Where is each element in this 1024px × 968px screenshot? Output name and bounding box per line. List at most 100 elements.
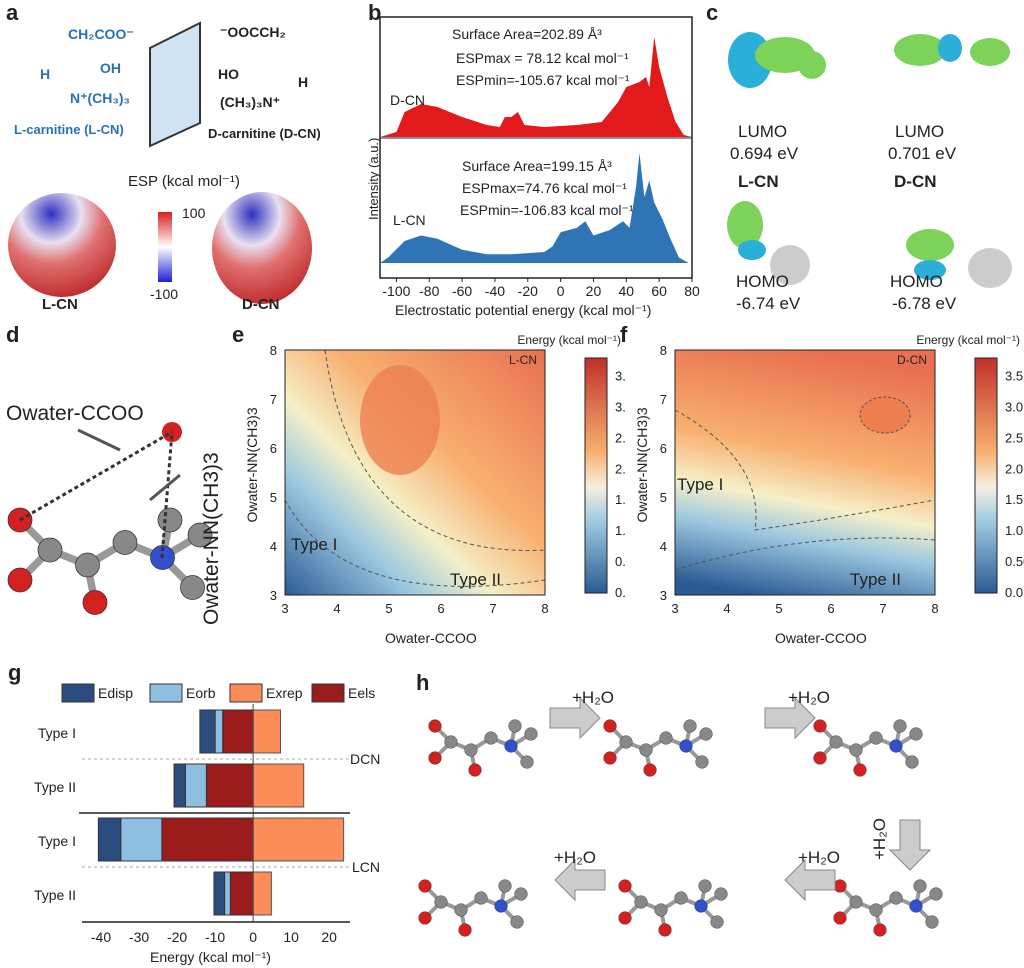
x-tick-label: 10 <box>283 929 299 945</box>
plot-frame <box>379 16 693 279</box>
bar-Edisp <box>213 871 226 916</box>
atom <box>508 719 522 733</box>
x-tick-label: 7 <box>489 601 496 616</box>
atom <box>889 739 903 753</box>
bar-Eorb <box>224 871 231 916</box>
b-ylabel: Intensity (a.u.) <box>366 137 381 220</box>
y-tick-label: 5 <box>660 490 667 505</box>
atom <box>514 887 528 901</box>
l-lumo-energy: 0.694 eV <box>730 144 799 163</box>
esp-surfaces <box>8 192 312 304</box>
x-tick-label: 4 <box>333 601 340 616</box>
plot-frame <box>674 349 936 596</box>
esp-title: ESP (kcal mol⁻¹) <box>128 173 240 190</box>
x-tick-label: 3 <box>671 601 678 616</box>
atom <box>474 891 488 905</box>
x-tick-label: 40 <box>619 283 635 299</box>
panel-label-f: f <box>620 322 628 347</box>
x-tick-label: 20 <box>321 929 337 945</box>
atom <box>434 895 448 909</box>
l-homo-energy: -6.74 eV <box>736 294 801 313</box>
atom <box>428 751 442 765</box>
atom <box>458 923 472 937</box>
bar-Eels <box>205 763 254 808</box>
atom <box>157 507 183 533</box>
panel-label-b: b <box>368 0 382 25</box>
x-axis-label: Owater-CCOO <box>775 630 867 646</box>
arrow-icon <box>77 428 121 452</box>
panel-label-d: d <box>6 322 20 347</box>
panel-label-e: e <box>232 322 245 347</box>
d-homo-orbital <box>906 229 1012 288</box>
d-cn-esp-surface <box>212 192 312 304</box>
d-distance-label-2: Owater-NN(CH3)3 <box>200 452 223 625</box>
d-cn-series-label: D-CN <box>390 92 425 108</box>
l-lumo-orbital <box>728 32 826 88</box>
atom <box>418 879 432 893</box>
esp-d-label: D-CN <box>242 296 280 313</box>
c-l-cn-label: L-CN <box>738 172 779 191</box>
y-tick-label: 4 <box>660 539 667 554</box>
d-group-ho: HO <box>218 66 239 82</box>
category-label: Type I <box>38 725 76 741</box>
x-tick-label: -40 <box>91 929 111 945</box>
atom <box>699 727 713 741</box>
esp-distribution-chart: -100 -80 -60 -40 -20 0 20 40 60 80 <box>379 16 700 299</box>
atom <box>674 891 688 905</box>
atom <box>187 522 213 548</box>
c-d-cn-label: D-CN <box>894 172 937 191</box>
legend-swatch <box>229 683 263 703</box>
d-annot-2: ESPmax = 78.12 kcal mol⁻¹ <box>456 50 629 66</box>
l-cn-name: L-carnitine (L-CN) <box>14 122 124 137</box>
d-cn-energy-map: 3 4 5 6 7 8 3 4 5 6 7 8 Owater-CCOO Owater-NN(CH3)3 D-… <box>634 333 1024 646</box>
x-tick-label: 5 <box>385 601 392 616</box>
map-tag: L-CN <box>509 353 537 367</box>
l-homo-orbital <box>727 201 810 285</box>
panel-label-c: c <box>706 0 719 25</box>
bar-Edisp <box>97 817 122 862</box>
l-homo-label: HOMO <box>736 272 789 291</box>
atom <box>504 739 518 753</box>
hydration-state-6 <box>418 879 528 937</box>
bar-Exrep <box>252 871 272 916</box>
bar-Eorb <box>120 817 163 862</box>
l-annot-3: ESPmin=-106.83 kcal mol⁻¹ <box>460 202 634 218</box>
atom <box>654 903 668 917</box>
panel-label-g: g <box>8 660 22 685</box>
colorbar-tick-label: 0.0 <box>1005 585 1023 600</box>
l-group-oh: OH <box>100 60 121 76</box>
l-cn-energy-map: 3 4 5 6 7 8 3 4 5 6 7 8 Owater-CCOO Owater-NN(CH3)3 L-… <box>244 333 625 646</box>
atom <box>679 739 693 753</box>
panel-label-a: a <box>6 0 19 25</box>
esp-max: 100 <box>182 205 206 221</box>
y-axis-label: Owater-NN(CH3)3 <box>634 407 650 522</box>
bar-Edisp <box>173 763 186 808</box>
atom <box>698 879 712 893</box>
x-tick-label: 60 <box>651 283 667 299</box>
d-homo-energy: -6.78 eV <box>892 294 957 313</box>
bar-Eorb <box>184 763 207 808</box>
colorbar-tick-label: 1.5 <box>1005 492 1023 507</box>
legend-label: Eorb <box>186 685 216 701</box>
heatmap-field <box>675 350 935 595</box>
d-group-top: ⁻OOCCH₂ <box>220 24 286 40</box>
l-lumo-label: LUMO <box>738 122 788 141</box>
legend-label: Exrep <box>266 685 303 701</box>
atom <box>603 751 617 765</box>
energy-maximum-region <box>360 365 440 475</box>
x-tick-label: 6 <box>437 601 444 616</box>
y-axis-label: Owater-NN(CH3)3 <box>244 407 260 522</box>
atom <box>37 537 63 563</box>
step-2-label: +H₂O <box>788 688 831 707</box>
d-annot-3: ESPmin=-105.67 kcal mol⁻¹ <box>456 72 630 88</box>
esp-min: -100 <box>150 286 179 302</box>
y-tick-label: 7 <box>270 392 277 407</box>
atom <box>869 903 883 917</box>
d-group-h: H <box>298 74 309 90</box>
atom <box>695 755 709 769</box>
category-label: Type I <box>38 833 76 849</box>
atom <box>813 719 827 733</box>
x-tick-label: 0 <box>557 283 565 299</box>
colorbar-tick-label: 3.0 <box>615 399 625 414</box>
